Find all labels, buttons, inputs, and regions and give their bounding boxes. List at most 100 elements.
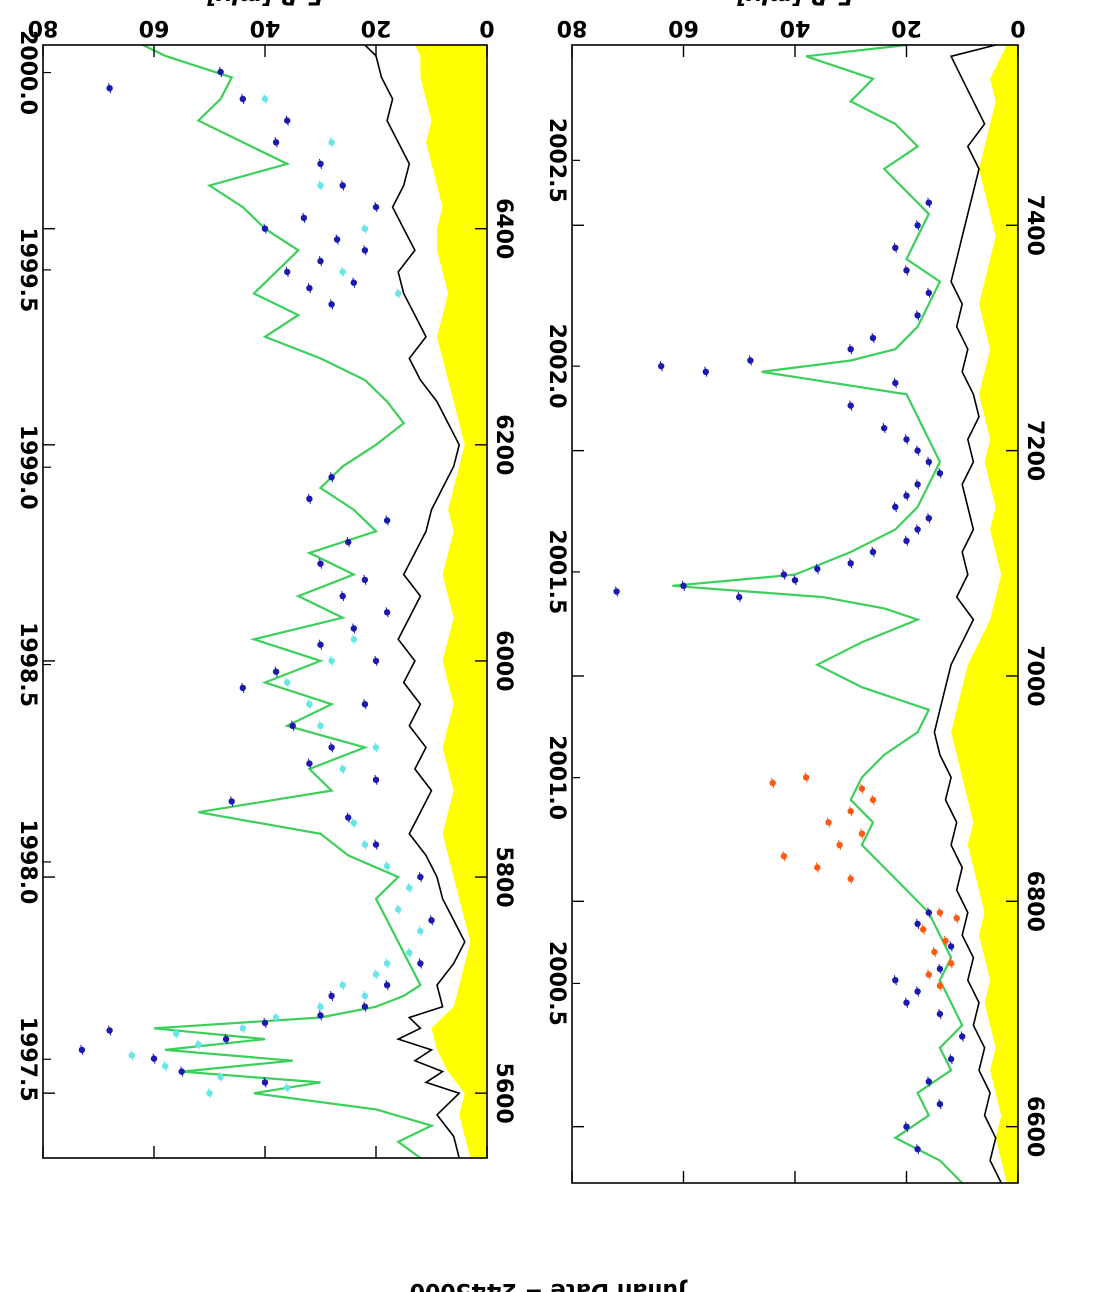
point-dark [178, 1068, 185, 1075]
point-dark [272, 139, 280, 146]
point-dark [328, 474, 335, 481]
point-dark [306, 760, 313, 767]
point-light [217, 1073, 224, 1081]
point-dark [814, 565, 821, 573]
point-dark [383, 517, 391, 524]
point-orange [936, 909, 944, 916]
point-dark [903, 999, 910, 1006]
y-tick-label: 80 [557, 15, 588, 40]
point-dark [613, 588, 620, 595]
point-dark [680, 582, 687, 589]
x-tick-label: 7000 [1022, 645, 1047, 706]
year-tick-label: 2001.0 [544, 735, 569, 820]
point-light [372, 744, 380, 751]
point-dark [903, 492, 910, 499]
year-tick-label: 1998.5 [15, 622, 40, 707]
x-tick-label: 5800 [491, 846, 516, 907]
point-light [161, 1063, 169, 1070]
x-axis-label: Julian Date − 2445000 [410, 1278, 689, 1292]
point-dark [150, 1055, 158, 1062]
point-dark [936, 965, 944, 973]
point-dark [417, 873, 424, 881]
x-tick-label: 7200 [1022, 420, 1047, 481]
y-tick-label: 60 [139, 15, 170, 40]
point-light [339, 765, 346, 773]
point-dark [914, 920, 921, 928]
point-dark [317, 1012, 324, 1019]
point-dark [372, 841, 380, 848]
point-light [339, 268, 346, 276]
year-tick-label: 2002.5 [544, 118, 569, 203]
point-light [317, 722, 324, 729]
point-orange [802, 774, 810, 781]
year-tick-label: 1999.0 [15, 425, 40, 510]
point-dark [925, 289, 932, 297]
point-light [328, 657, 335, 665]
point-light [395, 290, 402, 297]
point-dark [428, 917, 435, 924]
point-dark [936, 1010, 944, 1018]
point-dark [947, 943, 955, 950]
point-light [328, 139, 335, 146]
point-light [417, 927, 424, 935]
point-orange [836, 841, 843, 849]
point-orange [858, 785, 866, 792]
point-dark [892, 244, 899, 251]
y-tick-label: 60 [668, 15, 699, 40]
point-dark [350, 625, 357, 632]
y-tick-label: 20 [891, 15, 922, 40]
point-dark [106, 1027, 113, 1034]
point-dark [791, 577, 799, 584]
year-tick-label: 2000.5 [544, 941, 569, 1026]
y-tick-label: 80 [28, 15, 59, 40]
point-dark [914, 447, 921, 454]
x-tick-label: 6600 [1022, 1096, 1047, 1157]
point-dark [947, 1055, 955, 1063]
point-light [284, 1084, 291, 1091]
point-dark [284, 268, 291, 276]
point-dark [345, 538, 352, 546]
point-dark [925, 1078, 932, 1085]
model-line-0 [142, 44, 435, 1159]
point-dark [747, 357, 754, 364]
x-tick-label: 6800 [1022, 871, 1047, 932]
point-orange [953, 915, 960, 922]
point-light [339, 981, 346, 989]
year-tick-label: 1998.0 [15, 819, 40, 904]
point-dark [914, 312, 921, 319]
point-dark [106, 84, 113, 92]
point-dark [925, 909, 932, 916]
point-dark [869, 548, 877, 556]
y-axis-label: F_R [mJy] [737, 0, 853, 8]
point-dark [903, 267, 910, 274]
point-orange [947, 960, 955, 967]
point-dark [328, 744, 335, 751]
point-dark [261, 1079, 269, 1086]
y-tick-label: 20 [361, 15, 392, 40]
point-orange [825, 819, 832, 826]
point-dark [658, 362, 665, 370]
panel-frame-1 [571, 44, 1019, 1184]
point-dark [914, 481, 921, 488]
point-dark [925, 199, 932, 206]
point-dark [261, 1019, 269, 1027]
area-fill-1 [951, 45, 1018, 1183]
point-dark [892, 503, 899, 511]
panel-bottom: 0 20 40 60 80 6600 6800 7000 7200 7400 2000.5 2001.… [544, 0, 1047, 1184]
point-orange [936, 982, 944, 989]
point-dark [417, 960, 424, 967]
envelope-line-0 [364, 44, 466, 1159]
point-dark [306, 284, 313, 292]
point-dark [333, 236, 341, 243]
point-dark [239, 684, 246, 692]
point-dark [261, 225, 269, 232]
point-dark [892, 379, 899, 387]
point-dark [914, 988, 921, 995]
point-dark [372, 776, 380, 783]
point-dark [272, 668, 280, 675]
point-dark [372, 203, 380, 211]
point-dark [345, 814, 352, 821]
point-dark [361, 576, 369, 584]
point-dark [925, 515, 932, 522]
point-dark [239, 95, 246, 103]
